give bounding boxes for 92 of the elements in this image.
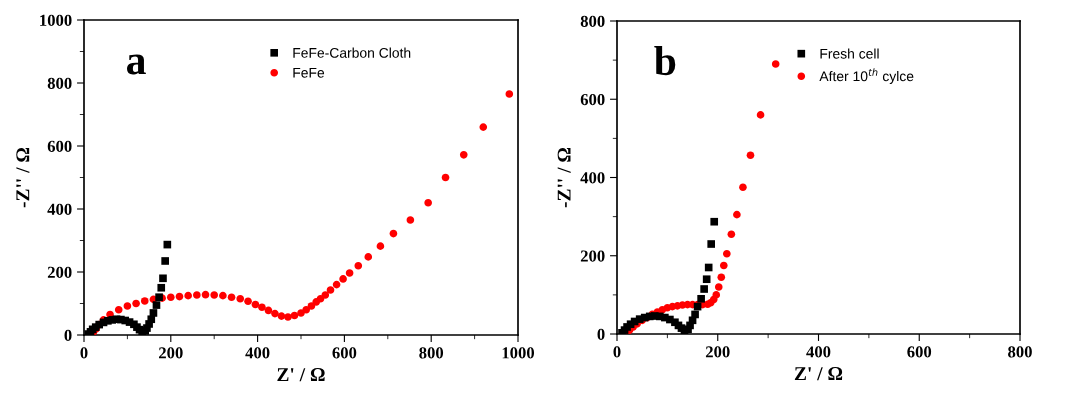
point bbox=[339, 275, 347, 283]
point bbox=[302, 305, 311, 314]
x-tick-label: 400 bbox=[806, 346, 831, 358]
y-tick-label: 0 bbox=[64, 329, 72, 341]
point bbox=[389, 229, 398, 238]
point bbox=[345, 269, 354, 277]
point bbox=[244, 297, 252, 306]
x-tick-label: 800 bbox=[1008, 346, 1032, 358]
point bbox=[140, 297, 149, 305]
point bbox=[739, 183, 747, 192]
legend-label: After 10$^{th}$ cylce bbox=[819, 68, 914, 84]
point bbox=[264, 306, 273, 315]
point bbox=[219, 291, 227, 300]
point bbox=[123, 302, 132, 310]
point bbox=[175, 292, 184, 301]
point bbox=[166, 293, 175, 302]
x-tick-label: 0 bbox=[613, 346, 621, 358]
x-axis-title: Z' / Ω bbox=[794, 367, 843, 381]
point bbox=[406, 216, 415, 224]
legend-label: FeFe bbox=[293, 68, 325, 78]
x-tick-label: 200 bbox=[159, 347, 183, 359]
x-tick-label: 1000 bbox=[502, 347, 535, 359]
point bbox=[354, 261, 363, 270]
y-tick-label: 200 bbox=[47, 266, 72, 278]
point bbox=[258, 303, 266, 312]
point bbox=[271, 309, 279, 318]
y-tick-label: 1000 bbox=[40, 14, 72, 26]
point bbox=[321, 291, 330, 299]
y-tick-label: 800 bbox=[580, 15, 605, 27]
y-axis-title: -Z'' / Ω bbox=[557, 147, 571, 208]
point bbox=[184, 291, 192, 300]
point bbox=[700, 285, 708, 293]
y-axis-title: -Z'' / Ω bbox=[16, 147, 30, 208]
point bbox=[717, 273, 726, 282]
point bbox=[719, 261, 728, 270]
x-tick-label: 800 bbox=[419, 347, 444, 359]
point bbox=[157, 283, 166, 292]
point bbox=[712, 291, 721, 299]
point bbox=[771, 60, 780, 68]
point bbox=[364, 253, 373, 261]
x-tick-label: 600 bbox=[907, 346, 932, 358]
annotation: a bbox=[127, 54, 146, 75]
point bbox=[691, 310, 699, 319]
point bbox=[714, 283, 723, 291]
annotation: b bbox=[654, 45, 676, 76]
point bbox=[702, 275, 711, 284]
x-axis-title: Z' / Ω bbox=[277, 368, 325, 382]
point bbox=[284, 313, 292, 321]
point bbox=[424, 198, 432, 207]
y-tick-label: 600 bbox=[580, 93, 605, 106]
x-tick-label: 200 bbox=[705, 346, 730, 358]
point bbox=[152, 301, 161, 309]
legend-label: Fresh cell bbox=[820, 48, 879, 59]
point bbox=[290, 311, 299, 320]
point bbox=[161, 257, 169, 265]
point bbox=[236, 294, 245, 303]
y-tick-label: 800 bbox=[47, 77, 72, 89]
point bbox=[326, 286, 335, 294]
point bbox=[332, 280, 341, 289]
y-tick-label: 200 bbox=[580, 250, 605, 262]
point bbox=[459, 151, 468, 159]
x-tick-label: 600 bbox=[332, 347, 357, 359]
point bbox=[297, 309, 305, 317]
y-tick-label: 400 bbox=[580, 172, 605, 184]
point bbox=[210, 291, 219, 299]
point bbox=[505, 90, 514, 98]
point bbox=[727, 230, 736, 239]
point bbox=[710, 217, 719, 226]
point bbox=[227, 293, 236, 302]
legend-label: FeFe-Carbon Cloth bbox=[293, 47, 411, 58]
y-tick-label: 600 bbox=[47, 140, 72, 152]
point bbox=[707, 240, 716, 248]
point bbox=[479, 123, 488, 131]
point bbox=[201, 290, 210, 299]
point bbox=[697, 294, 705, 303]
point bbox=[756, 111, 765, 119]
point bbox=[704, 263, 713, 272]
point bbox=[132, 299, 140, 308]
y-tick-label: 0 bbox=[597, 328, 605, 340]
x-tick-label: 0 bbox=[80, 347, 88, 359]
point bbox=[193, 291, 201, 299]
point bbox=[376, 242, 385, 250]
point bbox=[746, 151, 755, 160]
point bbox=[733, 210, 741, 219]
point bbox=[723, 249, 731, 258]
point bbox=[159, 274, 167, 283]
point bbox=[441, 173, 450, 182]
point bbox=[149, 309, 158, 317]
x-tick-label: 400 bbox=[245, 347, 270, 359]
point bbox=[251, 300, 260, 309]
point bbox=[114, 305, 123, 314]
y-tick-label: 400 bbox=[47, 203, 72, 215]
